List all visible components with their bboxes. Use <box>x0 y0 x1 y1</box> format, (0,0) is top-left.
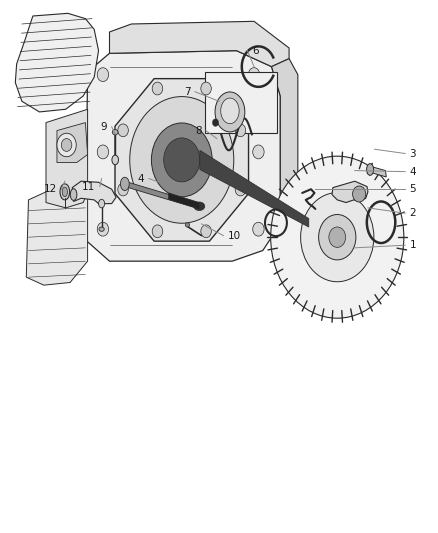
Circle shape <box>57 133 76 157</box>
Text: 4: 4 <box>410 167 416 176</box>
Ellipse shape <box>99 227 104 231</box>
Bar <box>205 72 277 133</box>
Ellipse shape <box>120 177 129 191</box>
Text: 12: 12 <box>44 184 57 194</box>
Circle shape <box>61 139 72 151</box>
Circle shape <box>152 82 163 95</box>
Circle shape <box>118 124 128 137</box>
Circle shape <box>253 222 264 236</box>
Text: 5: 5 <box>410 184 416 194</box>
Ellipse shape <box>70 189 77 200</box>
Circle shape <box>212 119 219 126</box>
Circle shape <box>329 227 346 247</box>
Circle shape <box>152 225 163 238</box>
Ellipse shape <box>60 184 70 200</box>
Circle shape <box>353 186 366 202</box>
Circle shape <box>97 68 109 82</box>
Circle shape <box>97 222 109 236</box>
Circle shape <box>253 145 264 159</box>
Polygon shape <box>115 79 248 241</box>
Text: 10: 10 <box>228 231 241 240</box>
Polygon shape <box>200 150 309 227</box>
Circle shape <box>235 183 246 196</box>
Polygon shape <box>370 166 386 177</box>
Circle shape <box>318 214 356 260</box>
Ellipse shape <box>194 202 205 211</box>
Circle shape <box>97 145 109 159</box>
Polygon shape <box>169 193 199 209</box>
Polygon shape <box>46 109 88 208</box>
Text: 4: 4 <box>138 174 145 183</box>
Circle shape <box>201 82 211 95</box>
Ellipse shape <box>185 223 190 227</box>
Ellipse shape <box>215 92 245 132</box>
Polygon shape <box>15 13 99 112</box>
Circle shape <box>300 192 374 282</box>
Polygon shape <box>85 51 280 261</box>
Text: 9: 9 <box>101 122 107 132</box>
Text: 6: 6 <box>252 46 258 55</box>
Ellipse shape <box>99 199 105 208</box>
Circle shape <box>271 156 404 318</box>
Circle shape <box>152 123 212 197</box>
Polygon shape <box>332 181 368 203</box>
Text: 11: 11 <box>82 182 95 191</box>
Circle shape <box>235 124 246 137</box>
Text: 3: 3 <box>410 149 416 158</box>
Circle shape <box>118 183 128 196</box>
Circle shape <box>248 68 260 82</box>
Text: 2: 2 <box>410 208 416 218</box>
Polygon shape <box>110 21 289 67</box>
Polygon shape <box>57 123 88 163</box>
Circle shape <box>201 225 211 238</box>
Polygon shape <box>272 59 298 224</box>
Ellipse shape <box>112 130 118 135</box>
Circle shape <box>164 138 200 182</box>
Ellipse shape <box>112 155 118 165</box>
Polygon shape <box>125 181 199 209</box>
Ellipse shape <box>367 164 374 175</box>
Circle shape <box>130 96 234 223</box>
Text: 1: 1 <box>410 240 416 250</box>
Ellipse shape <box>221 98 239 124</box>
Text: 7: 7 <box>184 87 191 96</box>
Ellipse shape <box>62 187 67 197</box>
Polygon shape <box>26 192 88 285</box>
Text: 8: 8 <box>195 126 201 135</box>
Polygon shape <box>72 181 116 204</box>
